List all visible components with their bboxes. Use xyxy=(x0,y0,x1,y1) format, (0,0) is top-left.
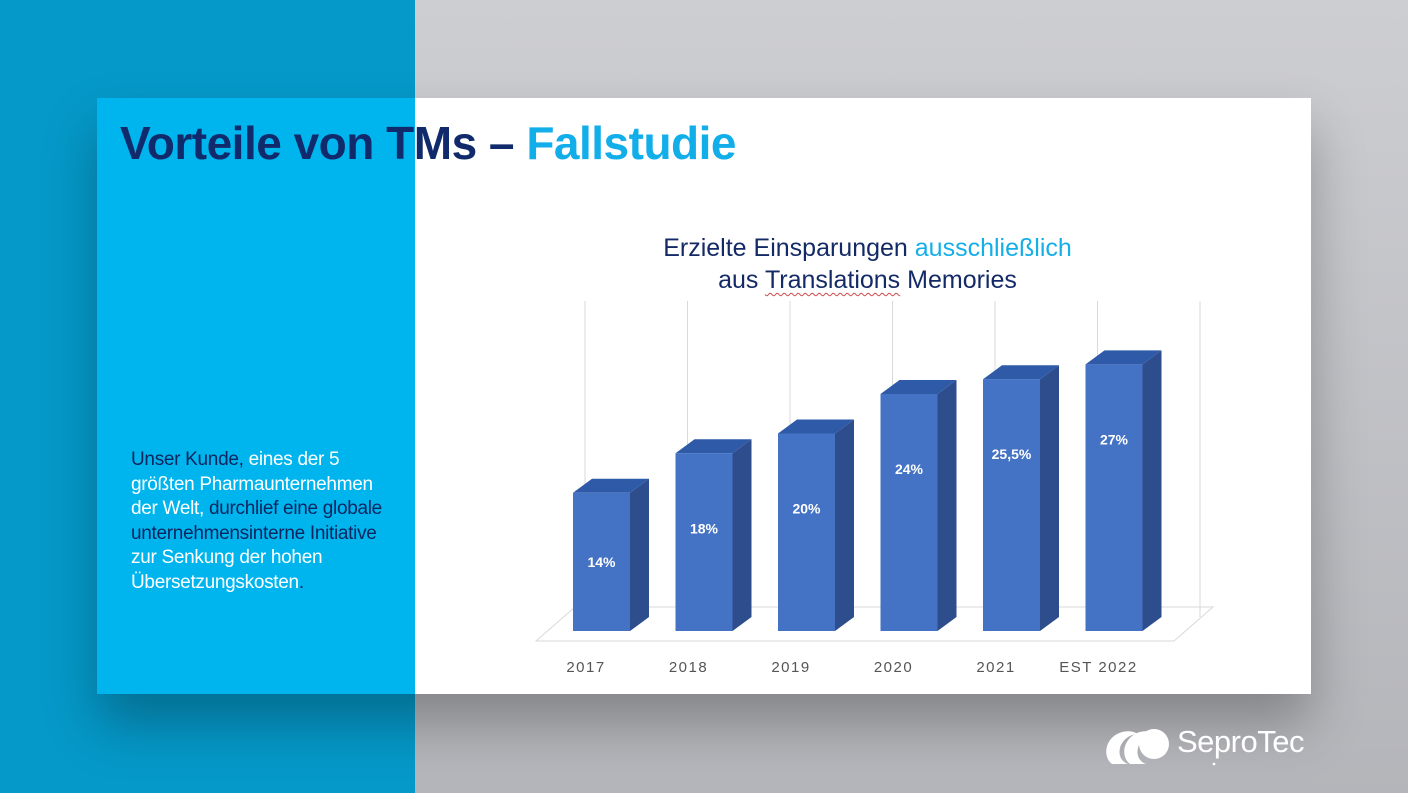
chart-title-line-2: aus Translations Memories xyxy=(555,264,1180,296)
bar-side xyxy=(937,380,957,631)
title-accent: Fallstudie xyxy=(526,117,737,169)
x-tick-label: EST 2022 xyxy=(1059,659,1137,676)
bar xyxy=(573,492,630,631)
bar-top xyxy=(1085,350,1162,365)
x-tick-label: 2017 xyxy=(566,659,605,676)
data-label: 20% xyxy=(792,501,821,517)
desc-text-2: durchlief eine globale unternehmensinter… xyxy=(131,498,382,544)
slide-title: Vorteile von TMs – Fallstudie xyxy=(120,116,737,170)
bar-side xyxy=(1040,365,1059,631)
data-label: 25,5% xyxy=(992,446,1032,462)
case-description: Unser Kunde, eines der 5 größten Pharmau… xyxy=(131,448,401,595)
chart-title-accent: ausschließlich xyxy=(914,234,1072,262)
bar-top xyxy=(983,365,1059,380)
slide-blue-panel xyxy=(97,98,415,694)
x-tick-label: 2021 xyxy=(976,659,1015,676)
logo-text: SeproTec xyxy=(1177,724,1304,759)
bar-top xyxy=(573,478,649,493)
bar-side xyxy=(835,419,854,631)
desc-text-3: . xyxy=(298,571,304,593)
bar xyxy=(675,453,733,631)
bar-side xyxy=(732,439,752,631)
bar-side xyxy=(630,478,649,631)
x-tick-label: 2020 xyxy=(874,659,913,676)
data-label: 14% xyxy=(587,554,616,570)
data-label: 27% xyxy=(1100,431,1129,447)
bar-top xyxy=(778,419,854,434)
chart-title-text-1: Erzielte Einsparungen xyxy=(663,234,915,262)
title-main: Vorteile von TMs – xyxy=(120,117,515,169)
bar xyxy=(778,433,835,631)
chart-floor xyxy=(534,606,1215,642)
seprotec-logo-icon xyxy=(1106,729,1216,766)
bar xyxy=(983,379,1040,631)
bar-side xyxy=(1142,350,1162,631)
bar-top xyxy=(880,380,957,394)
bar xyxy=(1085,364,1143,631)
chart-title-underlined-word: Translations xyxy=(764,266,901,294)
chart-title-text-2: aus xyxy=(718,266,765,294)
x-tick-label: 2019 xyxy=(771,659,810,676)
x-tick-label: 2018 xyxy=(669,659,708,676)
bar xyxy=(880,394,938,631)
chart-title: Erzielte Einsparungen ausschließlich aus… xyxy=(555,232,1180,296)
desc-text-1: Unser Kunde, xyxy=(131,449,249,470)
desc-highlight-2: zur Senkung der hohen Übersetzungskosten xyxy=(131,547,323,593)
chart-title-line-1: Erzielte Einsparungen ausschließlich xyxy=(555,232,1180,264)
desc-highlight-1: eines der 5 größten Pharmaunternehmen de… xyxy=(131,449,373,519)
data-label: 24% xyxy=(895,461,924,477)
bar-top xyxy=(675,439,752,454)
data-label: 18% xyxy=(690,520,719,536)
chart-title-text-3: Memories xyxy=(900,266,1017,294)
